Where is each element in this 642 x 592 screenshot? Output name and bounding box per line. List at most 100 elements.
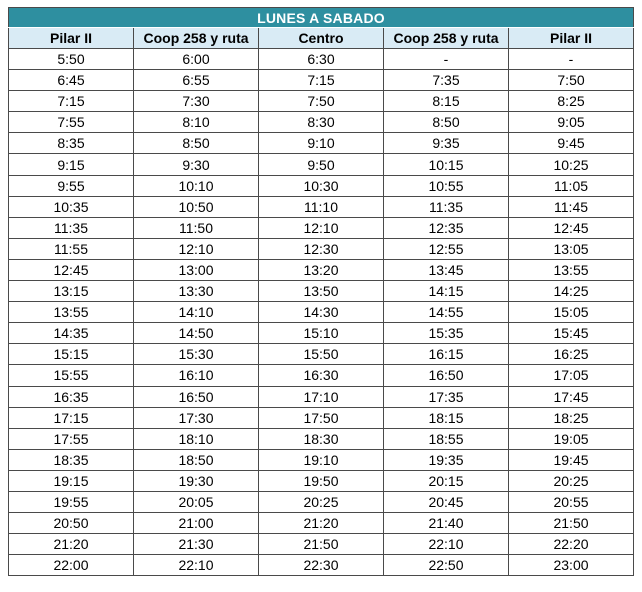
time-cell: 18:50 [133, 448, 259, 471]
time-cell: 14:15 [383, 280, 509, 303]
time-cell: 11:35 [8, 216, 134, 239]
time-cell: 11:45 [507, 195, 635, 218]
table-row: 5:50 6:00 6:30- - [8, 47, 635, 71]
time-cell: 13:05 [507, 237, 635, 260]
time-cell: 19:15 [8, 469, 134, 492]
time-cell: 12:35 [383, 216, 509, 239]
time-cell: 7:50 [507, 69, 635, 92]
time-cell: 13:50 [258, 280, 384, 303]
time-cell: 17:10 [258, 385, 384, 408]
time-cell: 18:35 [8, 448, 134, 471]
time-cell: 16:35 [8, 385, 134, 408]
time-cell: 9:35 [383, 132, 509, 155]
time-cell: 12:10 [258, 216, 384, 239]
time-cell: 8:10 [133, 111, 259, 134]
time-cell: 16:30 [258, 364, 384, 387]
time-cell: 20:55 [507, 490, 635, 514]
time-cell: 12:30 [258, 237, 384, 260]
time-cell: 15:10 [258, 322, 384, 345]
time-cell: 8:15 [383, 90, 509, 113]
table-row: 15:55 16:10 16:30 16:50 17:05 [8, 364, 635, 387]
time-cell: 22:20 [507, 533, 635, 556]
time-cell: 10:25 [507, 153, 635, 176]
time-cell: 18:15 [383, 406, 509, 429]
time-cell: 21:20 [258, 512, 384, 535]
time-cell: 14:10 [133, 301, 259, 324]
time-cell: 13:00 [133, 258, 259, 282]
time-cell: 16:15 [383, 343, 509, 366]
time-cell: 21:30 [133, 533, 259, 556]
time-cell: 12:45 [507, 216, 635, 239]
column-header-coop-258-outbound: Coop 258 y ruta [133, 27, 259, 49]
time-cell: 8:25 [507, 90, 635, 113]
time-cell: 20:25 [507, 469, 635, 492]
time-cell: 16:50 [133, 385, 259, 408]
time-cell: 12:45 [8, 258, 134, 282]
time-cell: 22:00 [8, 554, 134, 577]
time-cell: 18:30 [258, 427, 384, 450]
table-row: 15:15 15:30 15:50 16:15 16:25 [8, 343, 635, 366]
time-cell: 14:55 [383, 301, 509, 324]
time-cell: 7:35 [383, 69, 509, 92]
time-cell: 13:15 [8, 280, 134, 303]
time-cell: 10:10 [133, 174, 259, 197]
time-cell: 10:35 [8, 195, 134, 218]
time-cell: 8:50 [133, 132, 259, 155]
time-cell: 11:50 [133, 216, 259, 239]
table-row: 7:55 8:10 8:30 8:50 9:05 [8, 111, 635, 134]
time-cell: 6:00 [133, 47, 259, 71]
time-cell: 19:30 [133, 469, 259, 492]
column-header-pilar-ii-start: Pilar II [8, 27, 134, 49]
table-row: 11:35 11:50 12:10 12:35 12:45 [8, 216, 635, 239]
column-header-centro: Centro [258, 27, 384, 49]
time-cell: 11:05 [507, 174, 635, 197]
table-row: 13:15 13:30 13:50 14:15 14:25 [8, 280, 635, 303]
column-header-row: Pilar II Coop 258 y ruta Centro Coop 258… [8, 27, 635, 49]
table-row: 22:00 22:10 22:30 22:50 23:00 [8, 554, 635, 577]
time-cell: 8:30 [258, 111, 384, 134]
table-row: 18:35 18:50 19:10 19:35 19:45 [8, 448, 635, 471]
time-cell: 15:30 [133, 343, 259, 366]
time-cell: 13:45 [383, 258, 509, 282]
table-row: 19:15 19:30 19:50 20:15 20:25 [8, 469, 635, 492]
time-cell: 7:30 [133, 90, 259, 113]
table-row: 21:20 21:30 21:50 22:10 22:20 [8, 533, 635, 556]
time-cell: 6:45 [8, 69, 134, 92]
time-cell: 7:50 [258, 90, 384, 113]
time-cell: 17:45 [507, 385, 635, 408]
column-header-pilar-ii-end: Pilar II [507, 27, 635, 49]
time-cell: 15:05 [507, 301, 635, 324]
time-cell: 17:15 [8, 406, 134, 429]
time-cell: 22:30 [258, 554, 384, 577]
time-cell: 20:15 [383, 469, 509, 492]
time-cell: 13:55 [8, 301, 134, 324]
table-row: 6:45 6:55 7:15 7:35 7:50 [8, 69, 635, 92]
table-row: 16:35 16:50 17:10 17:35 17:45 [8, 385, 635, 408]
table-row: 17:55 18:10 18:30 18:55 19:05 [8, 427, 635, 450]
time-cell: 13:55 [507, 258, 635, 282]
time-cell: 20:05 [133, 490, 259, 514]
time-cell: 21:00 [133, 512, 259, 535]
time-cell: 10:15 [383, 153, 509, 176]
time-cell: 9:10 [258, 132, 384, 155]
time-cell: 15:55 [8, 364, 134, 387]
time-cell: 19:05 [507, 427, 635, 450]
time-cell: 17:55 [8, 427, 134, 450]
time-cell: 9:30 [133, 153, 259, 176]
time-cell: 19:50 [258, 469, 384, 492]
time-cell: 17:30 [133, 406, 259, 429]
table-row: 12:45 13:00 13:20 13:45 13:55 [8, 258, 635, 282]
table-row: 14:35 14:50 15:10 15:35 15:45 [8, 322, 635, 345]
time-cell: 15:45 [507, 322, 635, 345]
time-cell: 12:10 [133, 237, 259, 260]
time-cell: 18:10 [133, 427, 259, 450]
time-cell: 21:50 [507, 512, 635, 535]
time-cell: 7:15 [258, 69, 384, 92]
schedule-title: LUNES A SABADO [7, 7, 635, 28]
time-cell: 14:35 [8, 322, 134, 345]
column-header-coop-258-return: Coop 258 y ruta [383, 27, 509, 49]
time-cell: 21:40 [383, 512, 509, 535]
time-cell: 19:55 [8, 490, 134, 514]
time-cell: 6:55 [133, 69, 259, 92]
table-row: 7:15 7:30 7:50 8:15 8:25 [8, 90, 635, 113]
